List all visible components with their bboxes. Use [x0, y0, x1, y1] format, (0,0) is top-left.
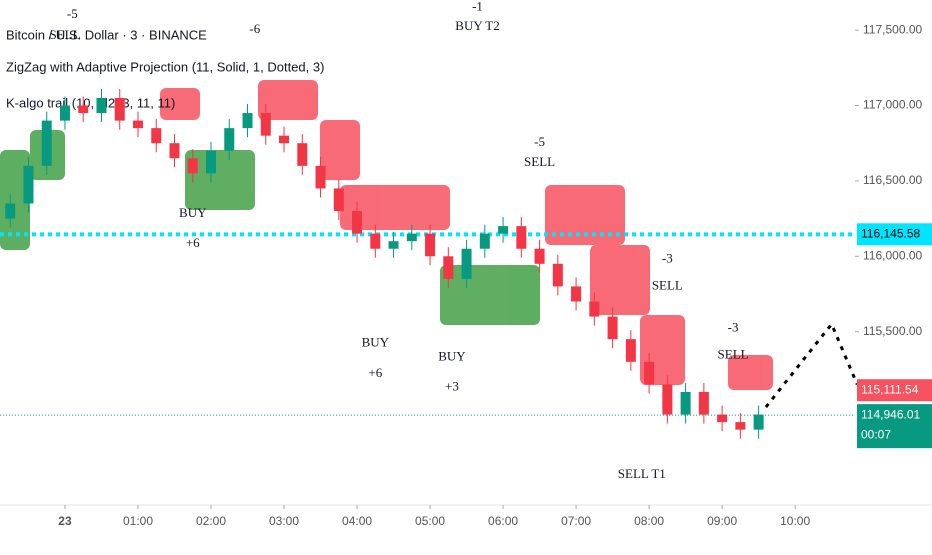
candle-body: [589, 301, 600, 317]
x-tick-label: 06:00: [488, 514, 518, 528]
signal-label: +3: [445, 378, 459, 393]
x-tick-label: 07:00: [561, 514, 591, 528]
signal-label: BUY: [362, 335, 390, 350]
candle-body: [516, 226, 527, 249]
candle-body: [297, 143, 308, 166]
price-tag-label: 115,111.54: [861, 382, 919, 396]
candle-body: [224, 128, 235, 151]
candle-body: [206, 150, 217, 174]
y-tick-label: 117,000.00: [863, 98, 922, 112]
price-tag-label: 116,145.58: [861, 226, 920, 240]
x-tick-label: 10:00: [780, 514, 810, 528]
y-tick-label: 117,500.00: [863, 22, 922, 36]
candle-body: [59, 105, 70, 121]
candle-body: [534, 248, 545, 264]
projection-line: [764, 321, 859, 408]
candle-body: [151, 128, 162, 144]
candle-body: [425, 233, 436, 257]
candle-body: [735, 422, 746, 430]
y-tick-label: 115,500.00: [863, 324, 922, 338]
x-tick-label: 01:00: [123, 514, 153, 528]
candle-body: [242, 113, 253, 129]
candle-body: [680, 391, 691, 415]
signal-label: -3: [662, 250, 673, 265]
candle-body: [571, 286, 582, 302]
x-tick-label: 04:00: [342, 514, 372, 528]
candle-body: [187, 158, 198, 174]
candle-body: [388, 241, 399, 249]
price-tag-label: 114,946.01: [861, 407, 920, 421]
signal-label: BUY T2: [455, 18, 499, 33]
candle-body: [260, 113, 271, 136]
candle-body: [23, 165, 34, 204]
candle-body: [625, 339, 636, 362]
signal-label: -5: [67, 6, 78, 21]
candle-body: [443, 256, 454, 279]
chart-title: Bitcoin / U.S. Dollar · 3 · BINANCE: [6, 27, 207, 42]
signal-label: SELL: [718, 347, 749, 362]
signal-label: SELL: [49, 27, 80, 42]
signal-label: SELL: [652, 277, 683, 292]
candle-body: [279, 135, 290, 144]
signal-label: -6: [249, 21, 260, 36]
price-tag: [857, 404, 932, 449]
x-tick-label: 08:00: [634, 514, 664, 528]
candle-body: [662, 384, 673, 415]
candle-body: [406, 233, 417, 242]
countdown: 00:07: [861, 427, 891, 441]
indicator-label: K-algo trail (10, hl2, 3, 11, 11): [6, 95, 175, 110]
candle-body: [96, 97, 107, 114]
candle-body: [132, 120, 143, 129]
candle-body: [461, 248, 472, 279]
signal-label: -3: [728, 320, 739, 335]
signal-label: SELL T1: [618, 466, 666, 481]
price-tag: [857, 379, 932, 402]
candle-body: [169, 143, 180, 159]
candle-body: [498, 226, 509, 234]
candle-body: [479, 233, 490, 249]
candle-body: [5, 203, 16, 219]
indicator-label: ZigZag with Adaptive Projection (11, Sol…: [6, 59, 324, 74]
candle-body: [644, 361, 655, 385]
y-tick-label: 116,500.00: [863, 173, 922, 187]
signal-label: +6: [368, 365, 382, 380]
x-tick-label: 23: [58, 514, 72, 528]
x-tick-label: 02:00: [196, 514, 226, 528]
candle-body: [315, 165, 326, 189]
signal-label: -1: [472, 0, 483, 14]
price-tag: [857, 223, 932, 246]
x-tick-label: 05:00: [415, 514, 445, 528]
candle-body: [78, 105, 89, 114]
candle-body: [607, 316, 618, 340]
candle-body: [717, 414, 728, 423]
signal-label: BUY: [438, 348, 466, 363]
candle-body: [753, 414, 764, 430]
candle-body: [41, 120, 52, 166]
signal-label: SELL: [524, 154, 555, 169]
signal-label: -5: [534, 134, 545, 149]
x-tick-label: 09:00: [707, 514, 737, 528]
candle-body: [333, 188, 344, 212]
candle-body: [352, 211, 363, 234]
candle-body: [552, 263, 563, 287]
signal-label: +6: [186, 235, 200, 250]
signal-label: BUY: [179, 205, 207, 220]
x-tick-label: 03:00: [269, 514, 299, 528]
candle-body: [698, 391, 709, 415]
candle-body: [370, 233, 381, 249]
candle-body: [114, 97, 125, 121]
y-tick-label: 116,000.00: [863, 248, 922, 262]
